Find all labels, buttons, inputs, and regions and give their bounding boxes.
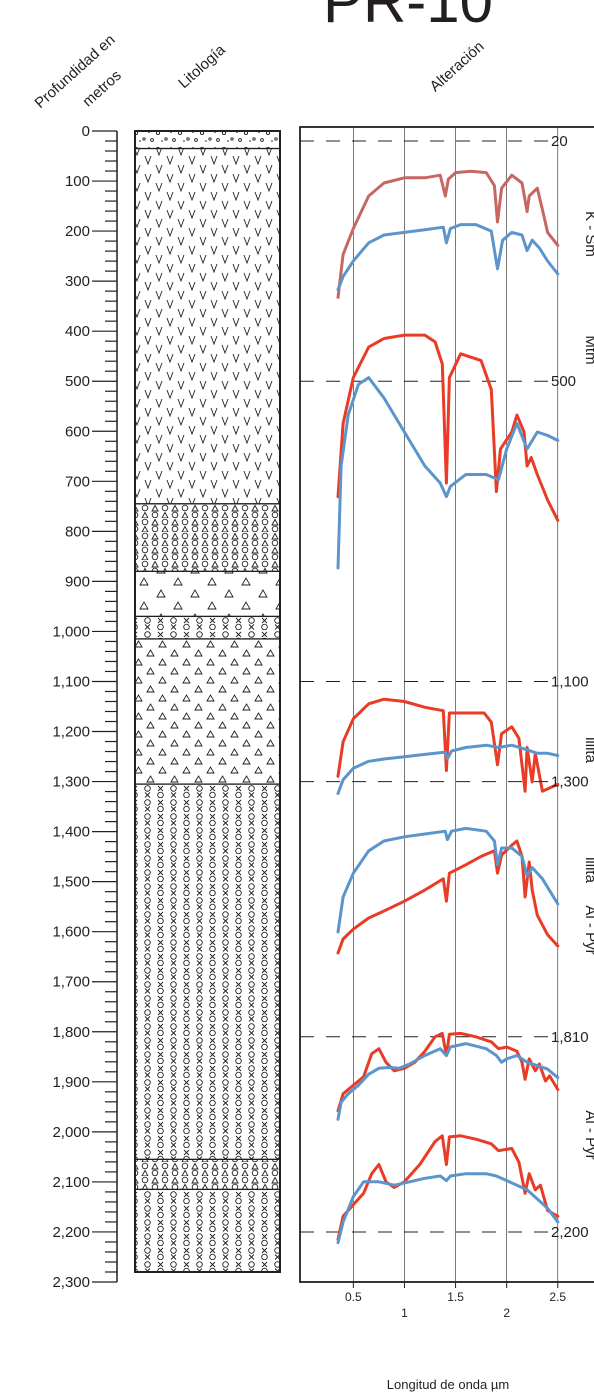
sample-mineral-label: K - Sm [582, 211, 594, 257]
header-lithology: Litología [175, 41, 229, 92]
spectrum-blue [336, 223, 560, 292]
depth-tick-label: 900 [65, 573, 90, 590]
depth-tick-label: 1,200 [52, 724, 90, 741]
wavelength-tick-label: 1.5 [447, 1290, 464, 1304]
depth-tick-label: 1,600 [52, 924, 90, 941]
wavelength-tick-label: 2.5 [549, 1290, 566, 1304]
alteration-frame [299, 126, 594, 1283]
depth-tick-label: 200 [65, 223, 90, 240]
depth-tick-label: 1,000 [52, 623, 90, 640]
lithology-column [134, 130, 281, 1273]
depth-tick-label: 500 [65, 373, 90, 390]
sample-mineral-label: Al - Pyr [582, 905, 594, 954]
depth-tick-label: 1,400 [52, 824, 90, 841]
spectrum-red [336, 333, 560, 522]
lithology-unit-triangles-sparse [134, 570, 281, 618]
spectrum-blue [336, 826, 560, 934]
depth-tick-label: 2,200 [52, 1224, 90, 1241]
depth-tick-label: 600 [65, 423, 90, 440]
depth-tick-label: 1,300 [52, 774, 90, 791]
lithology-unit-gravel [134, 130, 281, 150]
sample-depth-label: 1,100 [551, 673, 589, 690]
wavelength-tick-label: 1 [401, 1306, 408, 1320]
depth-tick-label: 1,500 [52, 874, 90, 891]
depth-tick-label: 400 [65, 323, 90, 340]
spectrum-blue [336, 1172, 560, 1245]
sample-mineral-label: illita [582, 857, 594, 883]
sample-mineral-label: illita [582, 737, 594, 763]
alteration-panel: 0.511.522.5320K - Sm500Mtm1,100illita1,3… [299, 126, 594, 1320]
lithology-unit-breccia-circle-triangle [134, 1158, 281, 1191]
spectrum-red [336, 697, 560, 793]
spectrum-blue [336, 376, 560, 570]
spectrum-blue [336, 743, 560, 795]
depth-tick-label: 100 [65, 173, 90, 190]
header-depth-line1: Profundidad en [31, 31, 118, 112]
lithology-unit-triangles [134, 638, 281, 785]
depth-tick-label: 2,300 [52, 1274, 90, 1291]
sample-depth-label: 2,200 [551, 1224, 589, 1241]
sample-depth-label: 20 [551, 133, 568, 150]
depth-tick-label: 300 [65, 273, 90, 290]
header-depth-line2: metros [79, 67, 124, 110]
lithology-unit-x-circle [134, 615, 281, 640]
spectrum-blue [336, 1042, 560, 1121]
depth-axis: 0 100 200 300 400 500 600 700 800 900 1,000 1,100 1,… [52, 123, 118, 1291]
depth-tick-label: 800 [65, 523, 90, 540]
spectrum-red [336, 1134, 560, 1241]
depth-tick-label: 2,000 [52, 1124, 90, 1141]
depth-tick-label: 0 [82, 123, 90, 140]
header-alteration: Alteración [427, 38, 488, 95]
wavelength-tick-label: 0.5 [345, 1290, 362, 1304]
sample-mineral-label: Mtm [582, 335, 594, 364]
lithology-frame [134, 130, 281, 1273]
depth-tick-label: 1,900 [52, 1074, 90, 1091]
depth-tick-label: 1,100 [52, 673, 90, 690]
lithology-unit-breccia-circle-triangle [134, 503, 281, 572]
sample-depth-label: 500 [551, 373, 576, 390]
lithology-unit-volcanic-v [134, 147, 281, 505]
depth-tick-label: 1,800 [52, 1024, 90, 1041]
depth-tick-label: 2,100 [52, 1174, 90, 1191]
wavelength-tick-label: 2 [503, 1306, 510, 1320]
depth-tick-label: 1,700 [52, 974, 90, 991]
sample-depth-label: 1,300 [551, 774, 589, 791]
sample-mineral-label: Al - Pyr [582, 1110, 594, 1159]
spectrum-red [336, 169, 560, 299]
spectrum-red [336, 839, 560, 955]
depth-tick-label: 700 [65, 473, 90, 490]
sample-depth-label: 1,810 [551, 1029, 589, 1046]
lithology-unit-x-circle [134, 1188, 281, 1273]
wavelength-axis-label: Longitud de onda µm [387, 1377, 509, 1392]
depth-header: Profundidad en metros [31, 31, 124, 112]
lithology-unit-x-circle [134, 783, 281, 1160]
figure-title: PR-10 [323, 0, 493, 35]
